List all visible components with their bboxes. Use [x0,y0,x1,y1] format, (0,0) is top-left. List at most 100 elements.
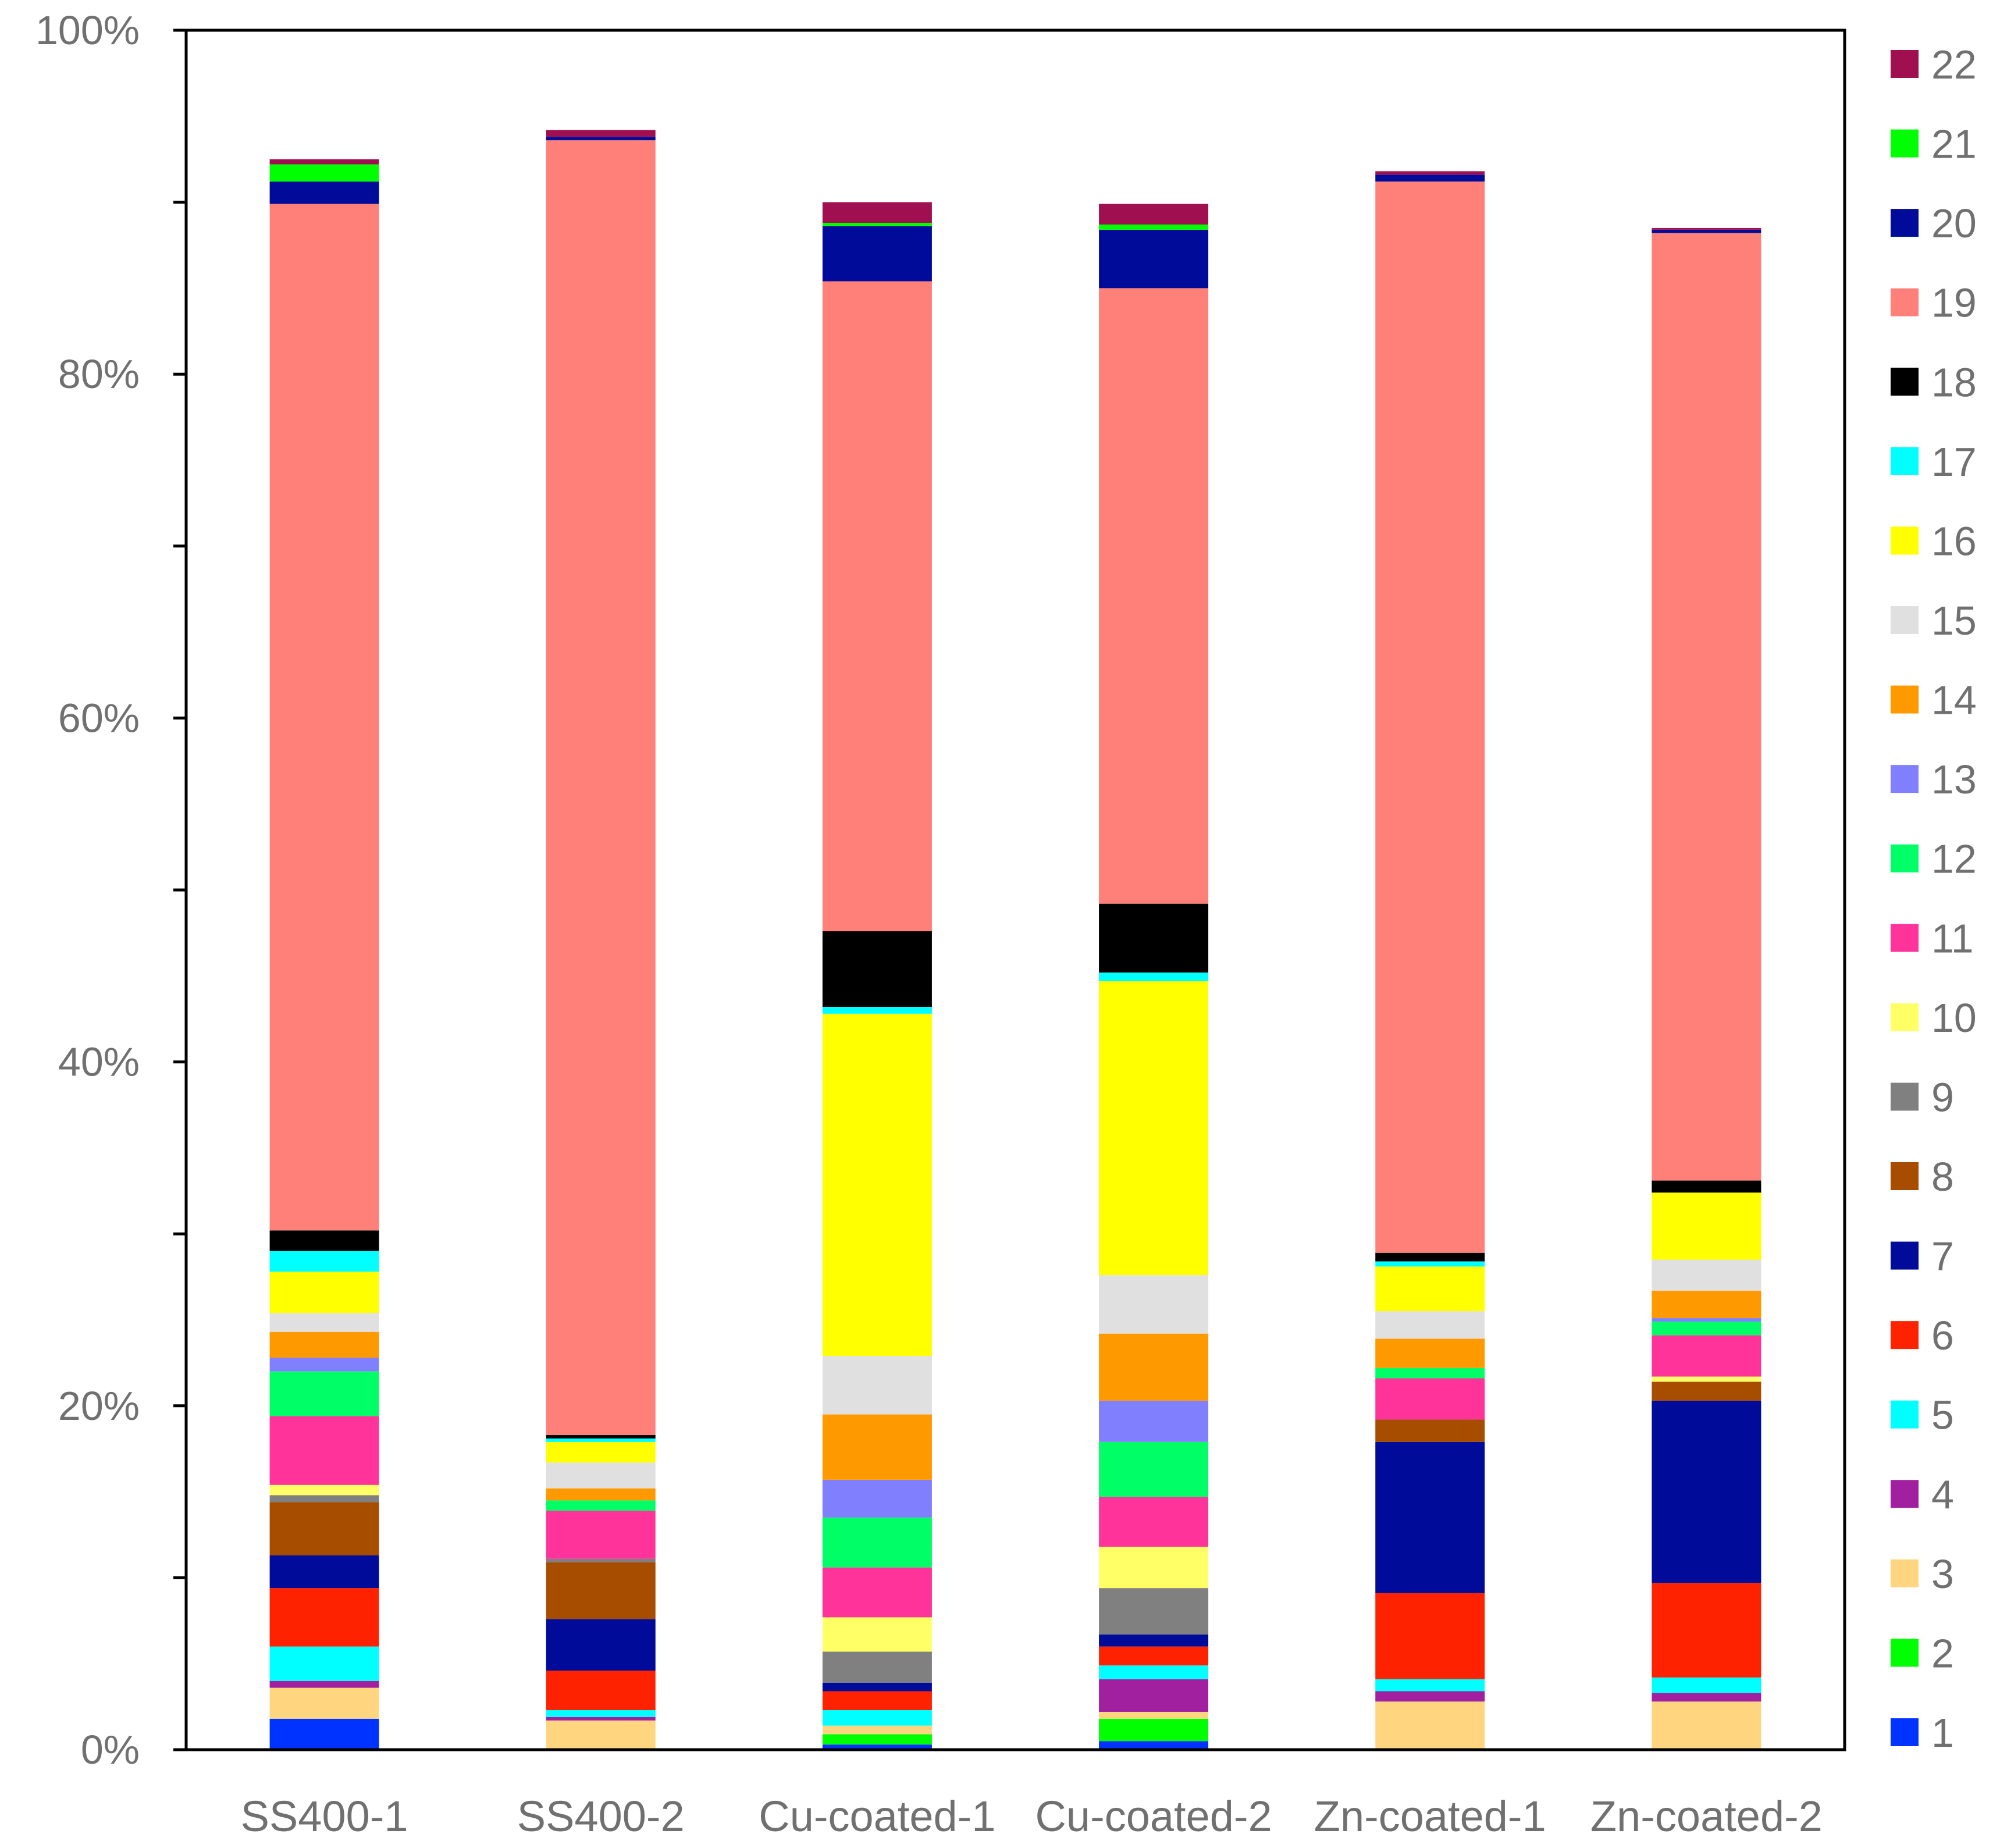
bar-segment-series-11 [1652,1335,1761,1377]
bar-segment-series-11 [1375,1378,1485,1420]
bar-segment-series-5 [546,1710,656,1717]
bar-segment-series-9 [546,1558,656,1562]
x-category-label: SS400-1 [241,1792,408,1840]
bar-segment-series-18 [1652,1180,1761,1193]
bar-segment-series-4 [269,1680,379,1688]
bar-segment-series-10 [822,1617,932,1652]
bar-segment-series-22 [1099,204,1209,225]
bar-segment-series-13 [1099,1400,1209,1442]
legend-swatch [1891,447,1919,475]
legend-label: 22 [1931,42,1977,87]
bar-segment-series-11 [1099,1497,1209,1547]
y-axis-ticks: 0% 20% 40% 60% 80% 100% [35,8,186,1772]
bar-segment-series-16 [1099,981,1209,1276]
bar-segment-series-15 [1375,1311,1485,1339]
legend-item-6: 6 [1891,1313,1954,1358]
legend-item-17: 17 [1891,439,1977,485]
legend-item-4: 4 [1891,1472,1954,1517]
bar-segment-series-6 [822,1691,932,1711]
y-tick-label: 20% [58,1383,140,1429]
legend-label: 5 [1931,1393,1954,1438]
bar-segment-series-2 [1099,1718,1209,1742]
bar-segment-series-22 [1375,171,1485,175]
bar-segment-series-3 [1652,1701,1761,1750]
bar-stack-ss400-2 [546,130,656,1750]
legend-label: 13 [1931,757,1977,802]
y-tick-label: 60% [58,695,140,740]
x-category-label: Cu-coated-1 [759,1792,995,1840]
bar-segment-series-7 [1652,1400,1761,1583]
bar-segment-series-13 [822,1479,932,1518]
bar-segment-series-14 [1375,1338,1485,1368]
bar-segment-series-3 [1099,1711,1209,1719]
bar-segment-series-8 [1652,1381,1761,1401]
bar-segment-series-3 [822,1725,932,1735]
bar-segment-series-13 [269,1358,379,1372]
legend-item-21: 21 [1891,122,1977,167]
legend-item-8: 8 [1891,1154,1954,1199]
legend-swatch [1891,1480,1919,1508]
bar-segment-series-18 [822,931,932,1007]
bar-segment-series-6 [1652,1583,1761,1678]
bar-segment-series-8 [269,1502,379,1555]
bar-segment-series-22 [822,202,932,223]
bar-segment-series-9 [1099,1588,1209,1635]
legend-swatch [1891,1559,1919,1587]
legend-label: 10 [1931,995,1977,1041]
bar-segment-series-11 [546,1511,656,1559]
legend-swatch [1891,924,1919,952]
bar-segment-series-7 [1099,1634,1209,1647]
x-category-label: Cu-coated-2 [1035,1792,1272,1840]
legend-item-3: 3 [1891,1551,1954,1597]
bar-segment-series-4 [546,1717,656,1721]
bar-segment-series-12 [269,1371,379,1416]
legend-label: 12 [1931,836,1977,882]
bar-segment-series-19 [1099,288,1209,904]
bar-segment-series-5 [822,1710,932,1726]
bar-segment-series-6 [1375,1593,1485,1679]
bar-segment-series-12 [1652,1321,1761,1336]
bar-segment-series-4 [1375,1691,1485,1702]
bar-segment-series-4 [1099,1679,1209,1712]
legend-swatch [1891,1639,1919,1667]
legend-label: 21 [1931,122,1977,167]
bar-segment-series-20 [269,181,379,204]
legend-label: 1 [1931,1710,1954,1756]
legend-item-2: 2 [1891,1630,1954,1676]
bar-segment-series-14 [822,1414,932,1480]
bar-segment-series-19 [269,204,379,1231]
bar-segment-series-5 [1652,1677,1761,1693]
bar-segment-series-19 [1652,233,1761,1181]
bar-segment-series-15 [822,1356,932,1415]
legend-swatch [1891,1083,1919,1111]
bar-segment-series-12 [546,1500,656,1511]
bar-segment-series-17 [546,1438,656,1442]
legend-swatch [1891,526,1919,555]
bar-segment-series-22 [1652,227,1761,230]
legend-item-12: 12 [1891,836,1977,882]
bar-stack-cu-coated-2 [1099,204,1209,1750]
legend-item-18: 18 [1891,359,1977,405]
legend-item-22: 22 [1891,42,1977,87]
bar-stack-zn-coated-2 [1652,227,1761,1750]
bar-segment-series-6 [269,1588,379,1647]
bar-segment-series-17 [822,1007,932,1014]
bar-segment-series-3 [546,1720,656,1750]
x-axis-labels: SS400-1 SS400-2 Cu-coated-1 Cu-coated-2 Zn-c… [241,1792,1823,1840]
bar-segment-series-14 [269,1331,379,1358]
bar-stack-zn-coated-1 [1375,171,1485,1750]
legend-swatch [1891,844,1919,873]
legend-label: 8 [1931,1154,1954,1199]
bar-segment-series-13 [1652,1318,1761,1322]
legend-label: 16 [1931,518,1977,564]
bar-segment-series-12 [1099,1441,1209,1497]
legend-swatch [1891,1400,1919,1429]
y-tick-label: 100% [35,8,140,53]
bar-segment-series-5 [1375,1679,1485,1692]
bar-segment-series-1 [269,1718,379,1750]
legend-item-20: 20 [1891,201,1977,246]
x-category-label: Zn-coated-2 [1590,1792,1823,1840]
bar-segment-series-3 [1375,1701,1485,1750]
legend-item-14: 14 [1891,678,1977,723]
bar-segment-series-15 [1652,1259,1761,1291]
